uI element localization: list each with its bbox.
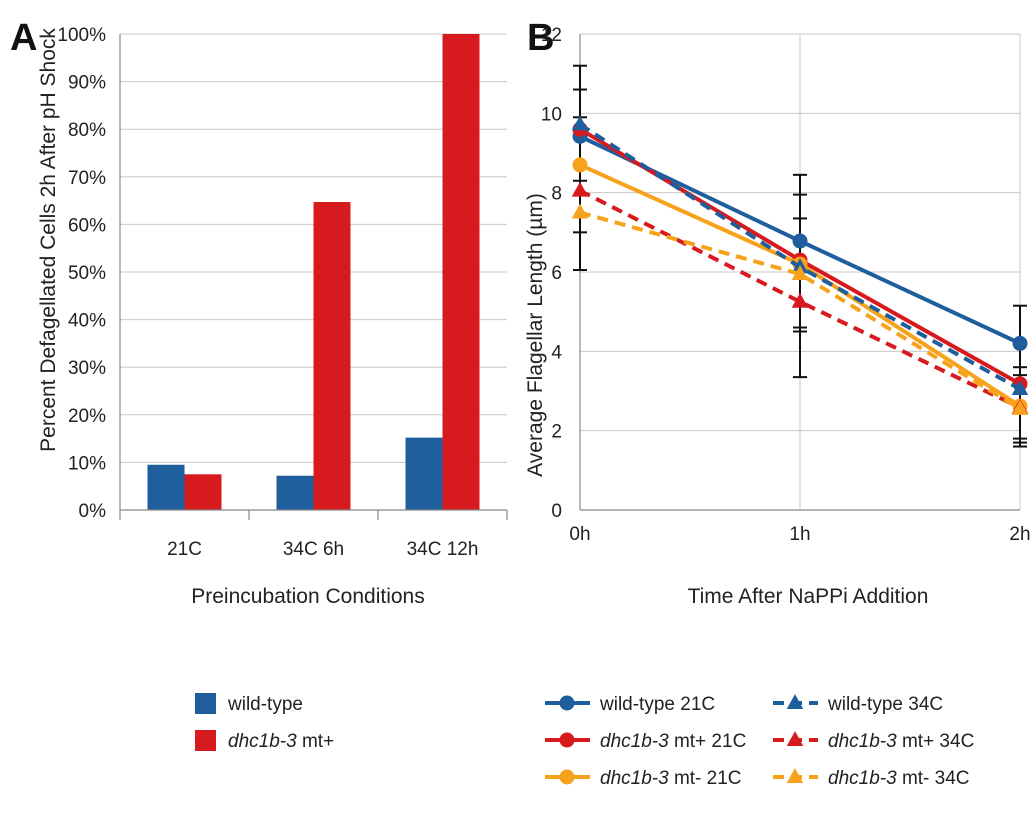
x-tick-label: 1h: [789, 524, 810, 545]
panel-a-x-axis-label: Preincubation Conditions: [191, 585, 424, 608]
legend-label: dhc1b-3 mt+: [228, 731, 334, 752]
data-point-triangle: [571, 181, 589, 197]
y-tick-label: 10: [541, 104, 562, 125]
x-tick-label: 34C 12h: [407, 539, 479, 560]
bar: [405, 437, 443, 510]
y-tick-label: 10%: [68, 453, 106, 474]
series: [571, 203, 1029, 415]
panel-b-x-tick-labels: 0h 1h 2h: [569, 524, 1030, 545]
bar: [313, 202, 351, 510]
x-tick-label: 34C 6h: [283, 539, 344, 560]
series-line: [579, 210, 1022, 411]
y-tick-label: 40%: [68, 311, 106, 332]
data-point-circle: [559, 732, 575, 748]
data-point-triangle: [786, 731, 804, 746]
legend-label: dhc1b-3 mt- 34C: [828, 768, 970, 789]
y-tick-label: 80%: [68, 120, 106, 141]
bar: [184, 474, 222, 510]
panel-a-bars: [147, 34, 480, 510]
y-tick-label: 12: [541, 25, 562, 46]
panel-b-series-lines: [571, 115, 1029, 415]
data-point-triangle: [786, 694, 804, 709]
y-tick-label: 90%: [68, 73, 106, 94]
data-point-triangle: [1011, 380, 1029, 396]
data-point-triangle: [786, 768, 804, 783]
panel-a-x-tick-labels: 21C 34C 6h 34C 12h: [167, 539, 478, 560]
data-point-triangle: [791, 292, 809, 308]
panel-b-legend: wild-type 21C wild-type 34C dhc1b-3 mt+ 21…: [545, 694, 974, 789]
y-tick-label: 0%: [79, 501, 107, 522]
bar: [442, 34, 480, 510]
legend-swatch: [195, 730, 216, 751]
y-tick-label: 100%: [57, 25, 106, 46]
y-tick-label: 2: [551, 422, 562, 443]
data-point-circle: [559, 695, 575, 711]
data-point-circle: [1012, 335, 1028, 351]
y-tick-label: 70%: [68, 168, 106, 189]
data-point-triangle: [1011, 400, 1029, 415]
x-tick-label: 0h: [569, 524, 590, 545]
legend-label: wild-type 34C: [827, 694, 943, 715]
panel-b-letter: B: [527, 17, 554, 59]
legend-label: dhc1b-3 mt+ 21C: [600, 731, 746, 752]
panel-a-letter: A: [10, 17, 37, 59]
x-tick-label: 2h: [1009, 524, 1030, 545]
legend-label: dhc1b-3 mt- 21C: [600, 768, 742, 789]
data-point-triangle: [571, 203, 589, 219]
data-point-triangle: [791, 265, 809, 280]
legend-swatch: [195, 693, 216, 714]
panel-a-legend: wild-type dhc1b-3 mt+: [195, 693, 334, 752]
panel-b-line-chart: B 0 2 4 6 8 10 12 0h 1h 2h Average Flagellar Len…: [524, 17, 1031, 789]
y-tick-label: 4: [551, 342, 562, 363]
panel-b-y-tick-labels: 0 2 4 6 8 10 12: [541, 25, 563, 522]
y-tick-label: 6: [551, 263, 562, 284]
panel-a-bar-chart: A 0% 10% 20% 30% 40% 50% 60% 70% 80% 90% 100% 21C 3…: [10, 17, 508, 752]
legend-label: wild-type 21C: [599, 694, 715, 715]
y-tick-label: 30%: [68, 358, 106, 379]
y-tick-label: 0: [551, 501, 562, 522]
y-tick-label: 8: [551, 184, 562, 205]
legend-label: dhc1b-3 mt+ 34C: [828, 731, 974, 752]
y-tick-label: 50%: [68, 263, 106, 284]
y-tick-label: 20%: [68, 406, 106, 427]
data-point-triangle: [571, 115, 589, 131]
data-point-circle: [559, 769, 575, 785]
series-line: [579, 188, 1021, 410]
data-point-circle: [572, 157, 588, 173]
panel-b-y-axis-label: Average Flagellar Length (µm): [524, 193, 547, 477]
panel-a-axes: [119, 34, 508, 520]
legend-label: wild-type: [227, 694, 303, 715]
y-tick-label: 60%: [68, 215, 106, 236]
panel-a-y-axis-label: Percent Defagellated Cells 2h After pH S…: [37, 28, 60, 452]
bar: [276, 475, 314, 510]
panel-a-y-tick-labels: 0% 10% 20% 30% 40% 50% 60% 70% 80% 90% 100%: [57, 25, 106, 522]
data-point-circle: [792, 233, 808, 249]
x-tick-label: 21C: [167, 539, 202, 560]
panel-b-x-axis-label: Time After NaPPi Addition: [688, 585, 929, 608]
bar: [147, 464, 185, 510]
